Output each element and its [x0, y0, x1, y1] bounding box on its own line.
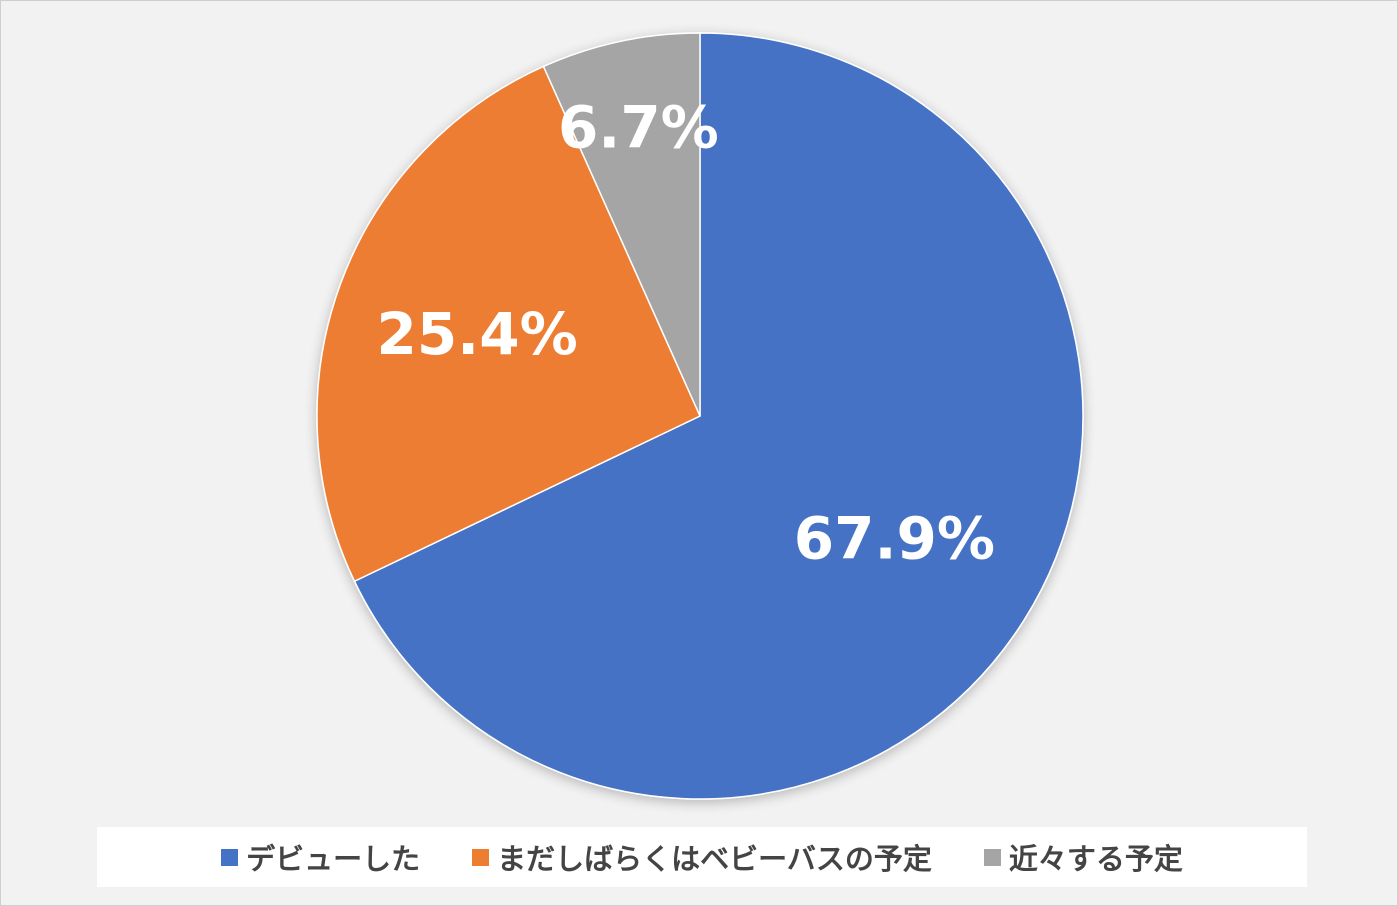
- data-label-2: 6.7%: [558, 94, 719, 162]
- legend-label: 近々する予定: [1008, 842, 1183, 876]
- pie-slice-0: [353, 32, 1084, 800]
- pie-slice-2: [542, 32, 701, 417]
- pie-chart: 67.9% 25.4% 6.7%: [316, 32, 1084, 800]
- pie-slices: [316, 32, 1084, 800]
- legend-entry-debuted: デビューした: [221, 836, 420, 878]
- data-label-0: 67.9%: [794, 505, 995, 573]
- legend-swatch: [983, 848, 1001, 866]
- pie-data-labels: 67.9% 25.4% 6.7%: [376, 94, 995, 573]
- legend: デビューした まだしばらくはベビーバスの予定 近々する予定: [97, 827, 1307, 887]
- pie-slice-1: [316, 65, 701, 583]
- legend-swatch: [221, 848, 239, 866]
- legend-entry-soon: 近々する予定: [983, 836, 1183, 878]
- data-label-1: 25.4%: [376, 300, 577, 368]
- legend-label: デビューした: [246, 842, 421, 876]
- legend-label: まだしばらくはベビーバスの予定: [497, 842, 932, 876]
- legend-swatch: [472, 848, 490, 866]
- legend-entry-baby-bath: まだしばらくはベビーバスの予定: [472, 836, 932, 878]
